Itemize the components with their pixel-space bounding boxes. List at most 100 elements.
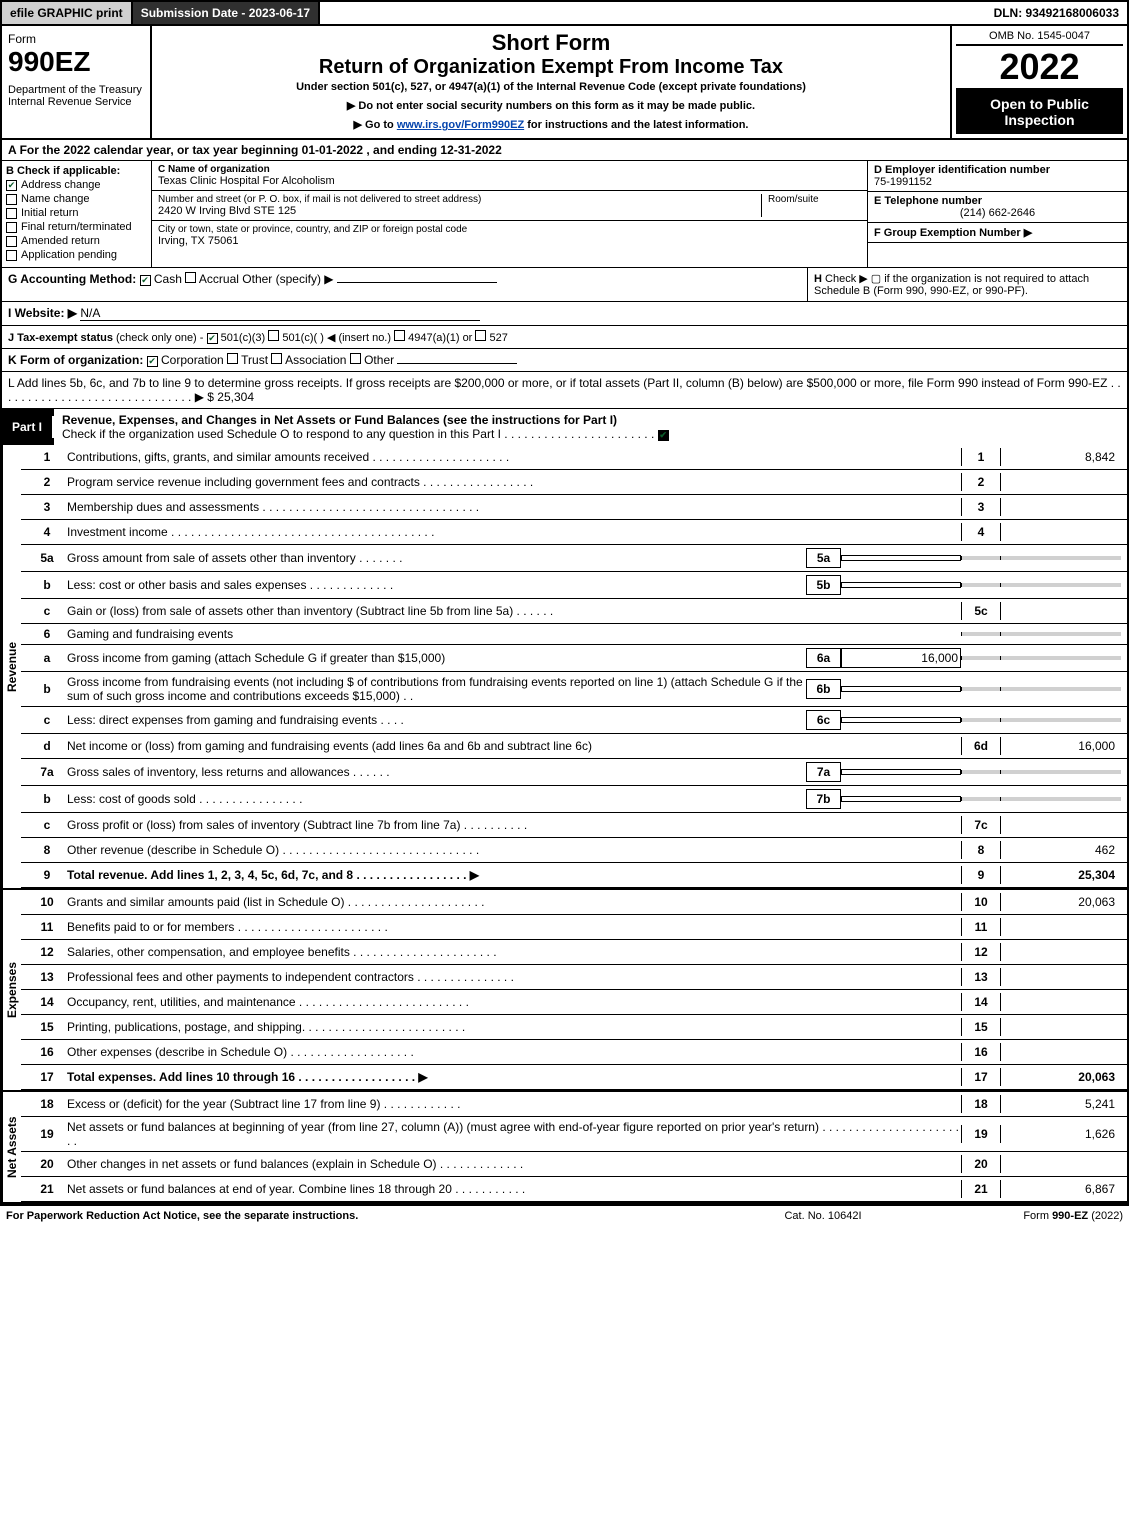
line-amt xyxy=(1001,556,1121,560)
chk-address-change[interactable]: Address change xyxy=(6,179,147,191)
line-num: 9 xyxy=(27,868,67,882)
chk-initial-return[interactable]: Initial return xyxy=(6,207,147,219)
website-value: N/A xyxy=(80,306,480,321)
line-rnum: 5c xyxy=(961,602,1001,620)
line-a-text: A xyxy=(8,143,20,157)
chk-label: Name change xyxy=(21,193,90,205)
line-num: d xyxy=(27,739,67,753)
chk-name-change[interactable]: Name change xyxy=(6,193,147,205)
chk-527[interactable] xyxy=(475,330,486,341)
line-4: 4Investment income . . . . . . . . . . .… xyxy=(21,520,1127,545)
line-rnum: 14 xyxy=(961,993,1001,1011)
chk-501c[interactable] xyxy=(268,330,279,341)
line-desc: Gross income from gaming (attach Schedul… xyxy=(67,651,806,665)
subbox-label: 5b xyxy=(806,575,841,595)
section-g: G Accounting Method: Cash Accrual Other … xyxy=(2,268,807,301)
line-amt xyxy=(1001,1000,1121,1004)
line-rnum xyxy=(961,583,1001,587)
checkbox-icon[interactable] xyxy=(6,250,17,261)
line-num: 6 xyxy=(27,627,67,641)
line-rnum: 1 xyxy=(961,448,1001,466)
line-num: 12 xyxy=(27,945,67,959)
street-label: Number and street (or P. O. box, if mail… xyxy=(158,194,761,205)
line-amt xyxy=(1001,975,1121,979)
chk-final-return[interactable]: Final return/terminated xyxy=(6,221,147,233)
section-l: L Add lines 5b, 6c, and 7b to line 9 to … xyxy=(0,372,1129,409)
expenses-section: Expenses 10Grants and similar amounts pa… xyxy=(0,888,1129,1090)
line-num: 19 xyxy=(27,1127,67,1141)
line-rnum: 13 xyxy=(961,968,1001,986)
subbox-val xyxy=(841,686,961,692)
line-amt xyxy=(1001,687,1121,691)
other-org-input[interactable] xyxy=(397,363,517,364)
line-num: b xyxy=(27,578,67,592)
chk-schedule-o[interactable] xyxy=(658,430,669,441)
chk-cash[interactable] xyxy=(140,275,151,286)
expenses-side-label: Expenses xyxy=(2,890,21,1090)
chk-association[interactable] xyxy=(271,353,282,364)
open-to-public: Open to Public Inspection xyxy=(956,90,1123,134)
line-num: 16 xyxy=(27,1045,67,1059)
line-num: b xyxy=(27,682,67,696)
phone-cell: E Telephone number (214) 662-2646 xyxy=(868,192,1127,223)
line-rnum xyxy=(961,718,1001,722)
b-label-text: Check if applicable: xyxy=(17,165,120,177)
line-amt xyxy=(1001,950,1121,954)
line-5c: cGain or (loss) from sale of assets othe… xyxy=(21,599,1127,624)
line-rnum xyxy=(961,797,1001,801)
k-label: K Form of organization: xyxy=(8,353,143,367)
irs-link[interactable]: www.irs.gov/Form990EZ xyxy=(397,119,524,131)
chk-corporation[interactable] xyxy=(147,356,158,367)
part1-tag: Part I xyxy=(2,416,54,438)
chk-label: Application pending xyxy=(21,249,117,261)
checkbox-icon[interactable] xyxy=(6,236,17,247)
line-desc: Net assets or fund balances at end of ye… xyxy=(67,1182,961,1196)
h-label: H xyxy=(814,273,822,285)
i-label: I Website: ▶ xyxy=(8,306,77,320)
line-rnum: 16 xyxy=(961,1043,1001,1061)
line-2: 2Program service revenue including gover… xyxy=(21,470,1127,495)
checkbox-icon[interactable] xyxy=(6,222,17,233)
chk-amended-return[interactable]: Amended return xyxy=(6,235,147,247)
subbox-label: 5a xyxy=(806,548,841,568)
chk-4947[interactable] xyxy=(394,330,405,341)
line-num: c xyxy=(27,604,67,618)
l-text: L Add lines 5b, 6c, and 7b to line 9 to … xyxy=(8,376,1121,404)
other-input[interactable] xyxy=(337,282,497,283)
other-label: Other (specify) ▶ xyxy=(242,272,333,286)
chk-accrual[interactable] xyxy=(185,272,196,283)
line-amt: 462 xyxy=(1001,841,1121,859)
efile-print-button[interactable]: efile GRAPHIC print xyxy=(2,2,133,24)
line-20: 20Other changes in net assets or fund ba… xyxy=(21,1152,1127,1177)
line-desc: Other expenses (describe in Schedule O) … xyxy=(67,1045,961,1059)
checkbox-icon[interactable] xyxy=(6,180,17,191)
line-desc: Gain or (loss) from sale of assets other… xyxy=(67,604,961,618)
goto-pre: ▶ Go to xyxy=(354,119,397,131)
line-21: 21Net assets or fund balances at end of … xyxy=(21,1177,1127,1202)
subbox-val xyxy=(841,717,961,723)
line-6a: aGross income from gaming (attach Schedu… xyxy=(21,645,1127,672)
line-desc: Gross profit or (loss) from sales of inv… xyxy=(67,818,961,832)
line-5b: bLess: cost or other basis and sales exp… xyxy=(21,572,1127,599)
line-num: 1 xyxy=(27,450,67,464)
omb-number: OMB No. 1545-0047 xyxy=(956,30,1123,46)
line-desc: Benefits paid to or for members . . . . … xyxy=(67,920,961,934)
line-rnum: 19 xyxy=(961,1125,1001,1143)
accrual-label: Accrual xyxy=(199,272,239,286)
line-amt xyxy=(1001,797,1121,801)
revenue-lines: 1Contributions, gifts, grants, and simil… xyxy=(21,445,1127,888)
page-footer: For Paperwork Reduction Act Notice, see … xyxy=(0,1204,1129,1226)
part1-header: Part I Revenue, Expenses, and Changes in… xyxy=(0,409,1129,445)
chk-trust[interactable] xyxy=(227,353,238,364)
line-desc: Professional fees and other payments to … xyxy=(67,970,961,984)
j-label: J Tax-exempt status xyxy=(8,332,113,344)
chk-501c3[interactable] xyxy=(207,333,218,344)
chk-other-org[interactable] xyxy=(350,353,361,364)
checkbox-icon[interactable] xyxy=(6,208,17,219)
line-amt xyxy=(1001,632,1121,636)
line-desc: Gross income from fundraising events (no… xyxy=(67,675,806,703)
checkbox-icon[interactable] xyxy=(6,194,17,205)
line-desc: Investment income . . . . . . . . . . . … xyxy=(67,525,961,539)
line-amt xyxy=(1001,718,1121,722)
chk-application-pending[interactable]: Application pending xyxy=(6,249,147,261)
